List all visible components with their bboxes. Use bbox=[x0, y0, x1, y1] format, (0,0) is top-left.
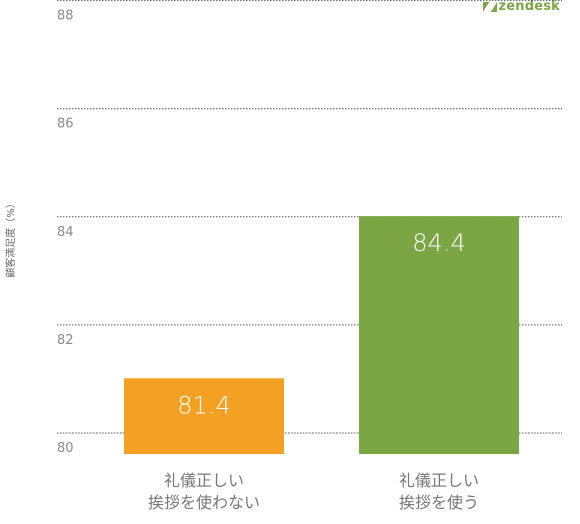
bar bbox=[359, 216, 519, 454]
y-tick-labels: 80 82 84 86 88 bbox=[57, 9, 74, 456]
y-tick-label: 84 bbox=[57, 225, 74, 240]
y-tick-label: 88 bbox=[57, 9, 74, 24]
y-tick-label: 86 bbox=[57, 117, 74, 132]
x-category-label: 礼儀正しい bbox=[399, 471, 479, 490]
zendesk-mark-icon bbox=[483, 2, 498, 12]
logo-text: zendesk bbox=[498, 0, 560, 14]
bar-value-label: 81.4 bbox=[177, 391, 230, 419]
bar bbox=[124, 378, 284, 454]
x-category-label: 挨拶を使わない bbox=[148, 493, 260, 512]
bars: 81.4 84.4 bbox=[124, 216, 519, 454]
bar-value-label: 84.4 bbox=[412, 229, 465, 257]
x-category-label: 礼儀正しい bbox=[164, 471, 244, 490]
y-tick-label: 82 bbox=[57, 333, 74, 348]
zendesk-logo: zendesk bbox=[483, 0, 560, 14]
y-tick-label: 80 bbox=[57, 441, 74, 456]
y-axis-label: 顧客満足度（%） bbox=[4, 198, 17, 278]
x-category-label: 挨拶を使う bbox=[399, 493, 479, 512]
